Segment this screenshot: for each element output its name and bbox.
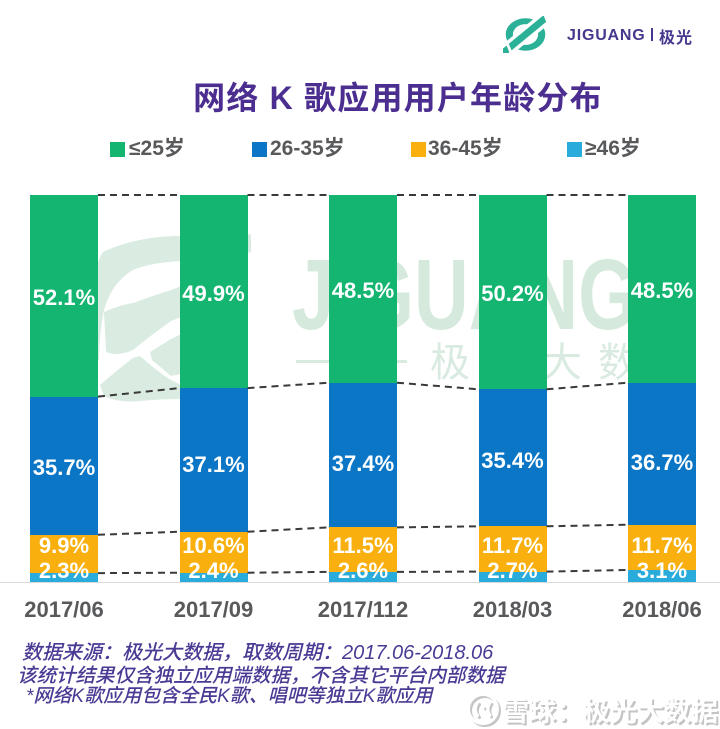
svg-text:雪球：极光大数据: 雪球：极光大数据 [502,697,718,727]
